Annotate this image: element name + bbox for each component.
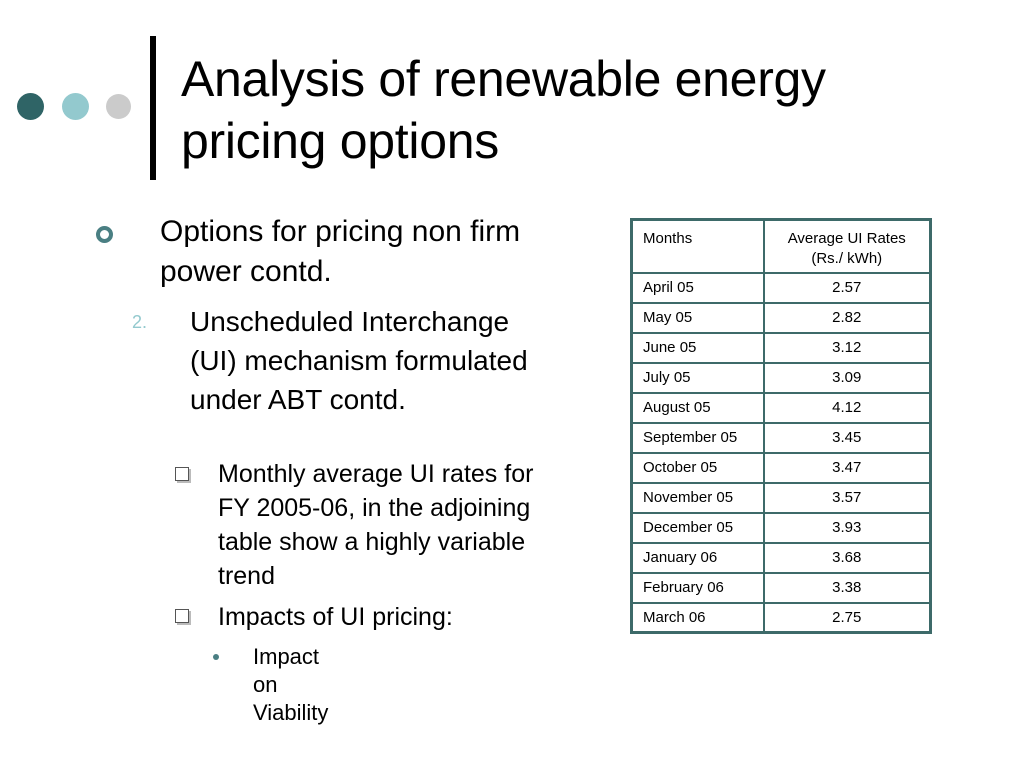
rate-cell: 3.09 — [762, 361, 932, 394]
level1-text: Options for pricing non firm power contd… — [160, 215, 521, 288]
table-row: July 05 3.09 — [630, 361, 932, 394]
slide-title: Analysis of renewable energy pricing opt… — [181, 51, 826, 169]
rate-cell: 2.75 — [762, 601, 932, 634]
table-body: April 05 2.57 May 05 2.82 June 05 3.12 July 05… — [630, 271, 932, 634]
month-cell: April 05 — [630, 271, 765, 304]
level4-item: Impact on Viability — [253, 644, 329, 725]
rate-cell: 3.93 — [762, 511, 932, 544]
light-dot-icon — [106, 94, 131, 119]
rate-cell: 4.12 — [762, 391, 932, 424]
month-cell: August 05 — [630, 391, 765, 424]
month-cell: June 05 — [630, 331, 765, 364]
level2-number: 2. — [132, 312, 148, 332]
month-cell: July 05 — [630, 361, 765, 394]
table-row: October 05 3.47 — [630, 451, 932, 484]
table-row: March 06 2.75 — [630, 601, 932, 634]
table-header-rates: Average UI Rates (Rs./ kWh) — [762, 218, 932, 274]
month-cell: May 05 — [630, 301, 765, 334]
month-cell: October 05 — [630, 451, 765, 484]
table-row: January 06 3.68 — [630, 541, 932, 574]
rate-cell: 3.38 — [762, 571, 932, 604]
level2-text: Unscheduled Interchange (UI) mechanism f… — [190, 306, 528, 415]
table-row: November 05 3.57 — [630, 481, 932, 514]
dark-dot-icon — [17, 93, 44, 120]
table-row: September 05 3.45 — [630, 421, 932, 454]
ring-bullet-icon — [96, 226, 113, 243]
level3-item: Monthly average UI rates for FY 2005-06,… — [218, 460, 534, 590]
mid-dot-icon — [62, 93, 89, 120]
ui-rates-table: Months Average UI Rates (Rs./ kWh) April… — [630, 218, 932, 634]
table-header-row: Months Average UI Rates (Rs./ kWh) — [630, 218, 932, 274]
table-row: May 05 2.82 — [630, 301, 932, 334]
table-header-months: Months — [630, 218, 765, 274]
rate-cell: 3.12 — [762, 331, 932, 364]
month-cell: December 05 — [630, 511, 765, 544]
square-bullet-icon — [175, 609, 189, 623]
table-row: April 05 2.57 — [630, 271, 932, 304]
table-row: June 05 3.12 — [630, 331, 932, 364]
level3-item: Impacts of UI pricing: — [218, 603, 453, 631]
table-row: December 05 3.93 — [630, 511, 932, 544]
rate-cell: 2.82 — [762, 301, 932, 334]
rate-cell: 3.45 — [762, 421, 932, 454]
title-divider — [150, 36, 156, 180]
month-cell: February 06 — [630, 571, 765, 604]
month-cell: September 05 — [630, 421, 765, 454]
rate-cell: 3.47 — [762, 451, 932, 484]
table-row: February 06 3.38 — [630, 571, 932, 604]
rate-cell: 2.57 — [762, 271, 932, 304]
dot-bullet-icon — [213, 654, 219, 660]
rate-cell: 3.57 — [762, 481, 932, 514]
rate-cell: 3.68 — [762, 541, 932, 574]
month-cell: March 06 — [630, 601, 765, 634]
month-cell: November 05 — [630, 481, 765, 514]
table-row: August 05 4.12 — [630, 391, 932, 424]
month-cell: January 06 — [630, 541, 765, 574]
square-bullet-icon — [175, 467, 189, 481]
